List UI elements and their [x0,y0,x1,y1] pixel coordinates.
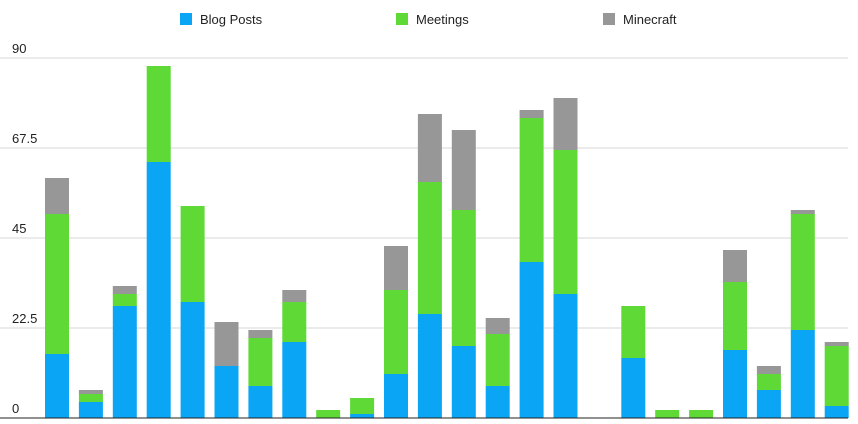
bar-segment [485,334,510,386]
bar-segment [78,394,103,402]
legend-swatch [180,13,192,25]
bar-segment [417,114,442,182]
bar-segment [214,322,239,366]
bar-segment [350,398,375,414]
bar-segment [485,318,510,334]
bar-segment [384,290,408,374]
bar-segment [112,286,137,294]
bar-segment [180,206,205,302]
bar-segment [790,214,815,330]
bar-segment [146,162,171,418]
legend-swatch [603,13,615,25]
bar-segment [756,374,781,390]
bar-segment [45,178,69,214]
bar-segment [790,210,815,214]
bar-segment [78,390,103,394]
bar-segment [451,130,476,210]
bar-segment [248,330,273,338]
bar-segment [451,210,476,346]
bar-segment [214,366,239,418]
bar-segment [553,294,578,418]
bar-segment [384,374,408,418]
bar-segment [451,346,476,418]
bar-segment [248,338,273,386]
bar-segment [723,282,747,350]
bar-segment [78,402,103,418]
bar-segment [621,306,646,358]
bar-segment [180,302,205,418]
bar-segment [723,350,747,418]
bar-segment [282,342,307,418]
bar-segment [519,262,544,418]
bar-segment [350,414,375,418]
bar-segment [824,406,849,418]
bar-segment [790,330,815,418]
bar-segment [723,250,747,282]
bar-segment [112,294,137,306]
bar-segment [417,182,442,314]
bar-segment [519,110,544,118]
bar-segment [316,410,341,418]
bar-segment [553,98,578,150]
bar-segment [621,358,646,418]
legend-label: Meetings [416,12,469,27]
bar-segment [417,314,442,418]
bar-segment [45,214,69,354]
bar-segment [282,302,307,342]
legend-swatch [396,13,408,25]
bar-segment [146,66,171,162]
bar-segment [112,306,137,418]
legend-label: Blog Posts [200,12,263,27]
bar-segment [824,342,849,346]
bar-segment [282,290,307,302]
bar-segment [519,118,544,262]
bar-segment [485,386,510,418]
y-tick-label: 67.5 [12,131,37,146]
bar-segment [384,246,408,290]
y-tick-label: 45 [12,221,26,236]
bar-segment [553,150,578,294]
bar-segment [45,354,69,418]
bar-segment [824,346,849,406]
y-tick-label: 0 [12,401,19,416]
bar-segment [689,410,714,418]
bar-segment [756,366,781,374]
y-tick-label: 90 [12,41,26,56]
bar-segment [248,386,273,418]
bar-segment [655,410,680,418]
y-tick-label: 22.5 [12,311,37,326]
bar-segment [756,390,781,418]
legend-label: Minecraft [623,12,677,27]
